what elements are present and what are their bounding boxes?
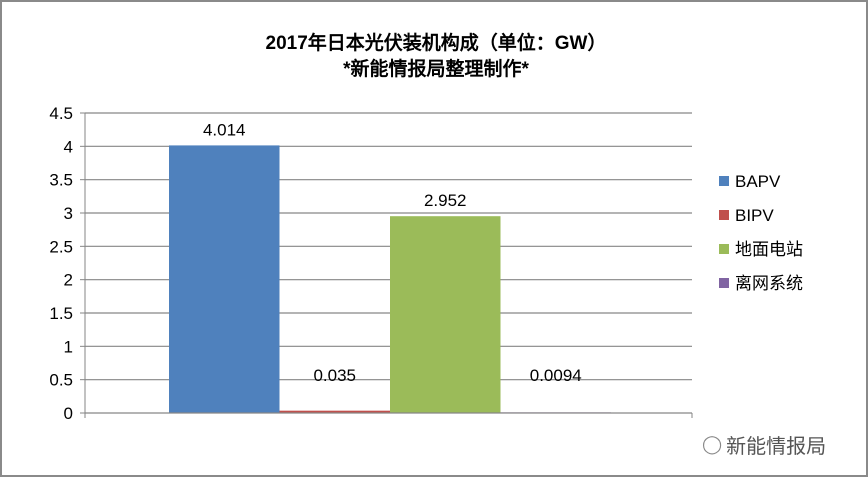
- y-tick-label: 3.5: [49, 171, 73, 190]
- bar-BIPV: [279, 410, 390, 413]
- legend-swatch: [719, 244, 729, 254]
- y-tick-label: 0.5: [49, 371, 73, 390]
- y-tick-label: 0: [64, 404, 73, 423]
- legend-label: 地面电站: [735, 240, 803, 259]
- y-tick-label: 3: [64, 204, 73, 223]
- data-label: 2.952: [424, 191, 467, 210]
- y-tick-label: 4: [64, 137, 73, 156]
- watermark: ◯ 新能情报局: [702, 430, 826, 459]
- watermark-text: 新能情报局: [726, 436, 827, 458]
- y-tick-label: 1: [64, 337, 73, 356]
- legend-label: BAPV: [735, 172, 781, 191]
- y-tick-label: 2: [64, 271, 73, 290]
- legend-swatch: [719, 176, 729, 186]
- y-tick-label: 4.5: [49, 104, 73, 123]
- legend-label: 离网系统: [735, 274, 803, 293]
- y-tick-label: 1.5: [49, 304, 73, 323]
- legend-swatch: [719, 278, 729, 288]
- wechat-icon: ◯: [702, 434, 723, 454]
- legend-label: BIPV: [735, 206, 774, 225]
- chart-title: 2017年日本光伏装机构成（单位：GW）: [265, 33, 607, 54]
- bar-BAPV: [169, 145, 280, 413]
- chart-subtitle: *新能情报局整理制作*: [343, 59, 529, 80]
- data-label: 0.0094: [530, 366, 582, 385]
- data-label: 0.035: [313, 366, 356, 385]
- y-tick-label: 2.5: [49, 237, 73, 256]
- legend-swatch: [719, 210, 729, 220]
- data-label: 4.014: [203, 120, 246, 139]
- bar-地面电站: [390, 216, 501, 413]
